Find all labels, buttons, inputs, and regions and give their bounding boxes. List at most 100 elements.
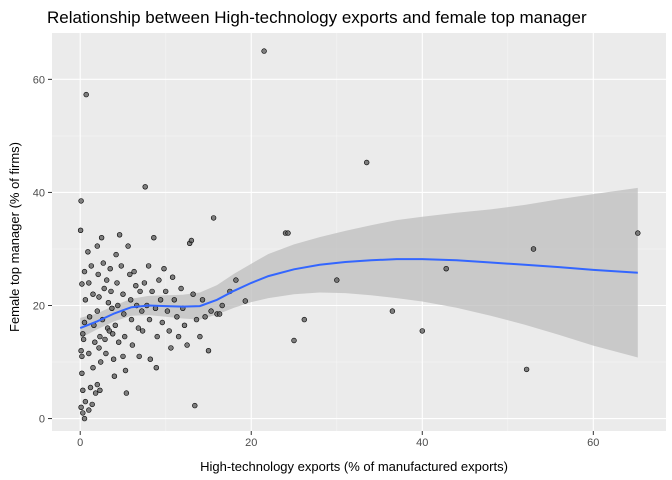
data-point (83, 91, 89, 98)
data-point (106, 328, 113, 334)
data-point (193, 316, 200, 323)
smooth-trend-line (79, 258, 638, 330)
data-point (164, 308, 171, 314)
data-point (163, 288, 169, 295)
data-point (147, 356, 154, 362)
data-point (115, 339, 122, 345)
data-point (635, 230, 641, 236)
data-points (77, 48, 641, 422)
data-point (123, 390, 130, 396)
data-point (109, 331, 116, 337)
x-tick-label: 40 (416, 437, 428, 449)
data-point (192, 402, 198, 409)
data-point (103, 277, 110, 283)
data-point (233, 277, 239, 283)
data-point (86, 280, 92, 286)
data-point (96, 294, 102, 300)
data-point (242, 298, 249, 304)
data-point (151, 235, 157, 241)
data-point (94, 243, 101, 249)
data-point (291, 337, 297, 344)
data-point (136, 353, 142, 360)
data-point (171, 297, 178, 303)
x-tick-label: 20 (245, 437, 257, 449)
data-point (113, 251, 119, 258)
data-point (112, 322, 119, 328)
data-point (210, 215, 217, 221)
data-point (78, 404, 84, 410)
data-point (175, 333, 182, 340)
data-point (419, 328, 425, 334)
data-point (184, 342, 190, 348)
data-point (127, 271, 133, 278)
y-tick-label: 40 (33, 187, 45, 199)
data-point (87, 384, 94, 391)
data-point (122, 367, 129, 374)
data-point (110, 356, 117, 362)
y-axis-title: Female top manager (% of firms) (7, 142, 22, 332)
data-point (89, 401, 95, 408)
data-point (92, 339, 98, 345)
data-point (208, 308, 214, 314)
data-point (156, 277, 162, 283)
data-point (145, 263, 152, 269)
x-axis-title: High-technology exports (% of manufactur… (200, 459, 508, 474)
data-point (105, 300, 112, 306)
data-point (94, 308, 101, 314)
data-point (364, 159, 370, 166)
data-point (139, 308, 145, 314)
data-point (80, 336, 87, 343)
data-point (97, 359, 104, 365)
data-point (92, 390, 99, 396)
data-point (131, 268, 137, 275)
data-point (219, 302, 225, 309)
data-point (90, 365, 96, 371)
data-point (159, 319, 166, 326)
x-tick-label: 0 (77, 437, 83, 449)
data-point (81, 319, 88, 326)
data-point (95, 271, 101, 278)
data-point (190, 291, 196, 297)
data-point (137, 288, 143, 295)
data-point (97, 333, 103, 340)
data-point (77, 227, 84, 234)
data-point (79, 370, 85, 376)
data-point (154, 333, 160, 340)
data-point (111, 373, 118, 379)
data-point (443, 266, 449, 272)
data-point (161, 266, 167, 272)
data-point (301, 316, 307, 323)
data-point (389, 308, 396, 314)
data-point (114, 280, 120, 286)
data-point (79, 353, 85, 360)
data-point (334, 277, 340, 283)
x-axis-ticks: 0 20 40 60 (77, 431, 599, 449)
data-point (120, 353, 126, 360)
data-point (115, 302, 121, 309)
x-tick-label: 60 (587, 437, 599, 449)
data-point (530, 246, 537, 252)
data-point (80, 331, 86, 337)
y-tick-label: 0 (39, 414, 45, 426)
data-point (98, 235, 105, 241)
data-point (128, 297, 134, 303)
data-point (197, 333, 203, 340)
data-point (188, 237, 195, 244)
data-point (153, 365, 160, 371)
data-point (100, 260, 107, 266)
data-point (181, 322, 188, 328)
data-point (174, 314, 180, 320)
data-point (141, 280, 148, 286)
data-point (88, 263, 95, 269)
data-point (125, 243, 131, 249)
data-point (261, 48, 267, 54)
data-point (85, 249, 91, 255)
y-tick-label: 60 (33, 74, 45, 86)
data-point (107, 266, 113, 272)
data-point (128, 316, 135, 323)
data-point (81, 415, 88, 422)
data-point (94, 381, 101, 388)
data-point (90, 291, 96, 297)
data-point (135, 325, 142, 331)
